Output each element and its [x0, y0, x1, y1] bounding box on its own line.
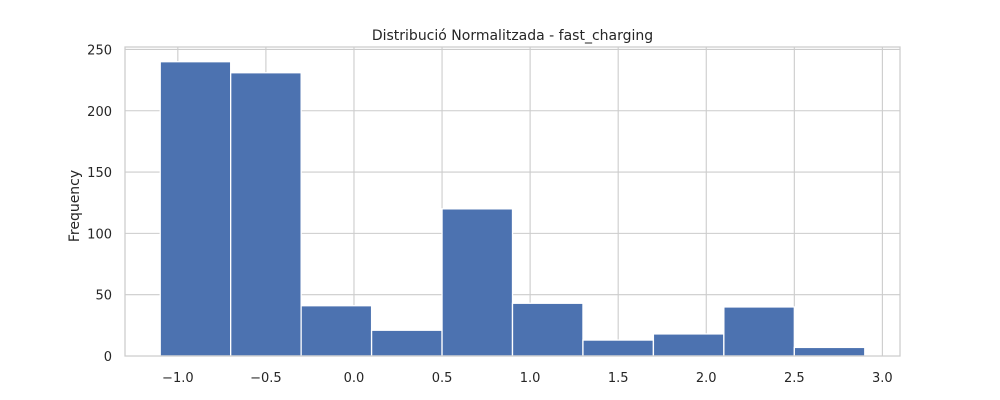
histogram-bar-1 [230, 72, 302, 357]
y-tick-label-1: 50 [95, 289, 112, 304]
x-tick-label-4: 1.0 [520, 371, 541, 386]
histogram-bar-6 [582, 339, 655, 357]
y-tick-label-5: 250 [87, 43, 112, 58]
plot-frame [124, 46, 901, 357]
x-tick-label-6: 2.0 [696, 371, 717, 386]
histogram-bar-7 [652, 333, 725, 357]
x-tick-label-5: 1.5 [608, 371, 629, 386]
y-tick-label-4: 200 [87, 105, 112, 120]
histogram-bar-0 [159, 61, 232, 357]
y-tick-label-2: 100 [87, 227, 112, 242]
x-tick-label-0: −1.0 [162, 371, 194, 386]
y-axis-label: Frequency [67, 170, 83, 242]
histogram-bar-2 [300, 305, 373, 357]
x-tick-label-7: 2.5 [784, 371, 805, 386]
histogram-bar-9 [793, 346, 866, 357]
histogram-bar-3 [370, 329, 443, 357]
chart-title: Distribució Normalitzada - fast_charging [372, 28, 653, 44]
histogram-bar-5 [511, 302, 584, 357]
bars [159, 61, 866, 357]
y-tick-label-3: 150 [87, 166, 112, 181]
y-tick-label-0: 0 [104, 350, 112, 365]
histogram-bar-8 [723, 306, 795, 357]
x-tick-label-1: −0.5 [250, 371, 282, 386]
histogram-bar-4 [441, 208, 514, 357]
x-axis-ticks: −1.0 −0.5 0.0 0.5 1.0 1.5 2.0 2.5 3.0 [162, 371, 893, 386]
y-axis-ticks: 0 50 100 150 200 250 [87, 43, 112, 365]
x-tick-label-3: 0.5 [432, 371, 453, 386]
x-tick-label-8: 3.0 [872, 371, 893, 386]
x-tick-label-2: 0.0 [344, 371, 365, 386]
